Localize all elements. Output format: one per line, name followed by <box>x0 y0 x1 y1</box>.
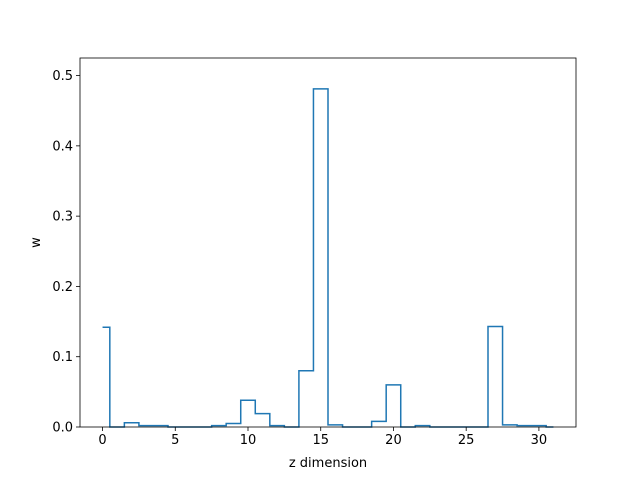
y-tick-label: 0.5 <box>52 69 73 84</box>
y-tick-label: 0.1 <box>52 350 73 365</box>
x-tick-label: 25 <box>458 433 475 448</box>
x-axis: 0 5 10 15 20 25 30 <box>98 427 547 448</box>
x-tick-label: 10 <box>240 433 257 448</box>
x-axis-label: z dimension <box>289 456 367 471</box>
x-tick-label: 5 <box>171 433 179 448</box>
axes-frame <box>79 57 577 428</box>
x-tick-label: 0 <box>98 433 106 448</box>
x-tick-label: 30 <box>531 433 548 448</box>
x-tick-label: 15 <box>312 433 329 448</box>
y-tick-label: 0.3 <box>52 210 73 225</box>
y-axis-label: w <box>29 237 44 248</box>
y-tick-label: 0.2 <box>52 280 73 295</box>
y-tick-label: 0.4 <box>52 139 73 154</box>
y-tick-label: 0.0 <box>52 421 73 436</box>
y-axis: 0.0 0.1 0.2 0.3 0.4 0.5 <box>52 69 80 436</box>
x-tick-label: 20 <box>385 433 402 448</box>
